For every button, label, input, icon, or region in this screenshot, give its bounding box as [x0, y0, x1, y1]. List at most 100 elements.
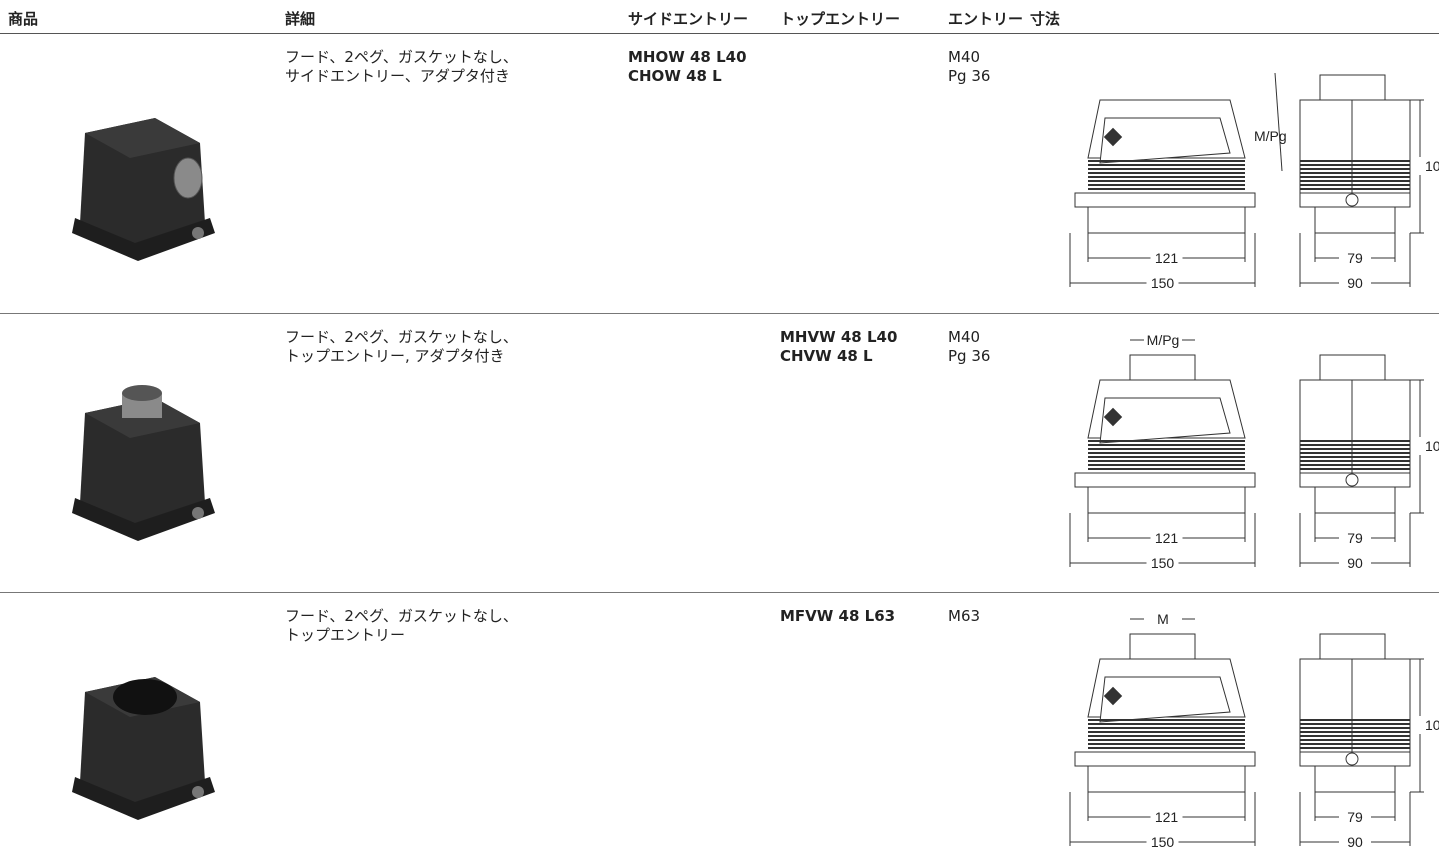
dimension-label: M/Pg — [1254, 128, 1287, 144]
label-bg — [1414, 716, 1438, 734]
latch — [192, 507, 204, 519]
dimension-label: 79 — [1347, 809, 1363, 825]
side-lower — [1314, 206, 1396, 234]
entry-size: M63 — [948, 607, 981, 625]
cable-entry — [113, 679, 177, 715]
dimension-drawing: M/Pg 121 150 79 90 107 — [1069, 329, 1439, 572]
latch — [192, 227, 204, 239]
housing-body — [80, 398, 205, 528]
entry-cap-side — [1319, 354, 1386, 381]
entry-cap — [1319, 74, 1386, 101]
detail-text: フード、2ペグ、ガスケットなし、 — [285, 607, 518, 625]
detail-text: トップエントリー — [285, 626, 406, 644]
label-bg — [1150, 808, 1183, 826]
drawing-group: M 121 150 79 90 107 — [1069, 608, 1439, 851]
housing-body — [80, 118, 205, 248]
housing-base — [72, 498, 215, 541]
dimension-label: 121 — [1155, 250, 1179, 266]
front-lower — [1087, 765, 1246, 793]
column-header: エントリー — [948, 10, 1024, 28]
front-lower — [1087, 486, 1246, 514]
label-bg — [1146, 554, 1179, 572]
entry-size: M40 — [948, 328, 981, 346]
latch — [192, 786, 204, 798]
drawing-group: M/Pg 121 150 79 90 107 — [1069, 329, 1439, 572]
label-bg — [1144, 329, 1182, 349]
front-panel — [1099, 397, 1231, 444]
label-bg — [1339, 833, 1371, 851]
front-flange — [1074, 192, 1256, 208]
side-lower — [1314, 765, 1396, 793]
label-bg — [1414, 437, 1438, 455]
side-entry-code: CHOW 48 L — [628, 67, 722, 85]
entry-cap — [1129, 354, 1196, 381]
row-rule — [0, 313, 1439, 314]
label-bg — [1146, 833, 1179, 851]
label-bg — [1144, 608, 1182, 628]
label-bg — [1339, 274, 1371, 292]
entry-cap-side — [1319, 633, 1386, 660]
detail-text: サイドエントリー、アダプタ付き — [285, 67, 510, 85]
dimension-label: 79 — [1347, 530, 1363, 546]
top-entry-code: MFVW 48 L63 — [780, 607, 896, 625]
top-entry-code: CHVW 48 L — [780, 347, 873, 365]
column-header: サイドエントリー — [628, 10, 749, 28]
dimension-drawing: M 121 150 79 90 107 — [1069, 608, 1439, 851]
side-body — [1299, 99, 1411, 194]
column-header: 商品 — [8, 10, 39, 28]
entry-size: Pg 36 — [948, 347, 991, 365]
dimension-label: M/Pg — [1147, 332, 1180, 348]
front-panel — [1099, 117, 1231, 164]
logo — [1103, 127, 1123, 147]
dimension-label: 150 — [1151, 555, 1175, 571]
dimension-label: 90 — [1347, 275, 1363, 291]
housing-body — [80, 677, 205, 807]
column-header: トップエントリー — [780, 10, 901, 28]
dim-line — [1274, 72, 1283, 172]
cable-entry — [173, 157, 203, 199]
dimension-label: 121 — [1155, 809, 1179, 825]
product-image — [72, 118, 215, 261]
logo — [1103, 407, 1123, 427]
detail-text: フード、2ペグ、ガスケットなし、 — [285, 48, 518, 66]
bolt — [1345, 752, 1359, 766]
front-panel — [1099, 676, 1231, 723]
dimension-label: 107 — [1425, 158, 1439, 174]
label-bg — [1150, 529, 1183, 547]
logo — [1103, 686, 1123, 706]
detail-text: トップエントリー, アダプタ付き — [285, 347, 505, 365]
column-header: 寸法 — [1030, 10, 1061, 28]
label-bg — [1146, 274, 1179, 292]
detail-text: フード、2ペグ、ガスケットなし、 — [285, 328, 518, 346]
side-body — [1299, 658, 1411, 753]
entry-size: Pg 36 — [948, 67, 991, 85]
dimension-label: 107 — [1425, 717, 1439, 733]
housing-top — [85, 118, 200, 158]
dimension-label: 90 — [1347, 555, 1363, 571]
side-entry-code: MHOW 48 L40 — [628, 48, 747, 66]
dimension-label: 107 — [1425, 438, 1439, 454]
label-bg — [1150, 249, 1183, 267]
row-rule — [0, 592, 1439, 593]
dimension-label: M — [1157, 611, 1169, 627]
drawing-group: M/Pg 121 150 79 90 107 — [1069, 72, 1439, 292]
column-header: 詳細 — [285, 10, 316, 28]
bolt — [1345, 193, 1359, 207]
front-flange — [1074, 751, 1256, 767]
entry-size: M40 — [948, 48, 981, 66]
side-body — [1299, 379, 1411, 474]
label-bg — [1339, 808, 1371, 826]
housing-base — [72, 777, 215, 820]
dimension-label: 150 — [1151, 834, 1175, 850]
product-image — [72, 677, 215, 820]
top-entry-code: MHVW 48 L40 — [780, 328, 898, 346]
label-bg — [1339, 529, 1371, 547]
housing-base — [72, 218, 215, 261]
front-flange — [1074, 472, 1256, 488]
label-bg — [1414, 157, 1438, 175]
side-lower — [1314, 486, 1396, 514]
entry-cap — [1129, 633, 1196, 660]
front-body — [1087, 99, 1246, 159]
dimension-label: 121 — [1155, 530, 1179, 546]
